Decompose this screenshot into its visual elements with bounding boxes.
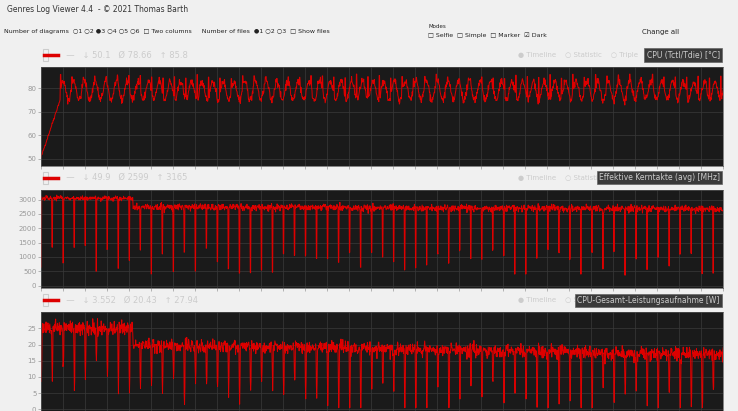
- Text: Genres Log Viewer 4.4  - © 2021 Thomas Barth: Genres Log Viewer 4.4 - © 2021 Thomas Ba…: [7, 5, 188, 14]
- Text: ● Timeline    ○ Statistic    ○ Triple: ● Timeline ○ Statistic ○ Triple: [518, 297, 638, 303]
- Text: —   ↓ 49.9   Ø 2599   ↑ 3165: — ↓ 49.9 Ø 2599 ↑ 3165: [61, 173, 187, 182]
- Text: ● Timeline    ○ Statistic    ○ Triple: ● Timeline ○ Statistic ○ Triple: [518, 175, 638, 181]
- Text: Change all: Change all: [642, 29, 679, 35]
- Text: CPU-Gesamt-Leistungsaufnahme [W]: CPU-Gesamt-Leistungsaufnahme [W]: [577, 296, 720, 305]
- Text: □ Selfie  □ Simple  □ Marker  ☑ Dark: □ Selfie □ Simple □ Marker ☑ Dark: [428, 32, 547, 38]
- Text: —   ↓ 50.1   Ø 78.66   ↑ 85.8: — ↓ 50.1 Ø 78.66 ↑ 85.8: [61, 51, 188, 60]
- Bar: [43, 294, 48, 306]
- Text: Effektive Kerntakte (avg) [MHz]: Effektive Kerntakte (avg) [MHz]: [599, 173, 720, 182]
- Bar: [43, 172, 48, 184]
- Text: CPU (Tctl/Tdie) [°C]: CPU (Tctl/Tdie) [°C]: [646, 51, 720, 60]
- Text: Number of diagrams  ○1 ○2 ●3 ○4 ○5 ○6  □ Two columns     Number of files  ●1 ○2 : Number of diagrams ○1 ○2 ●3 ○4 ○5 ○6 □ T…: [4, 29, 329, 35]
- Text: Modes: Modes: [428, 24, 446, 29]
- Text: ● Timeline    ○ Statistic    ○ Triple: ● Timeline ○ Statistic ○ Triple: [518, 52, 638, 58]
- Text: —   ↓ 3.552   Ø 20.43   ↑ 27.94: — ↓ 3.552 Ø 20.43 ↑ 27.94: [61, 296, 198, 305]
- Bar: [43, 49, 48, 61]
